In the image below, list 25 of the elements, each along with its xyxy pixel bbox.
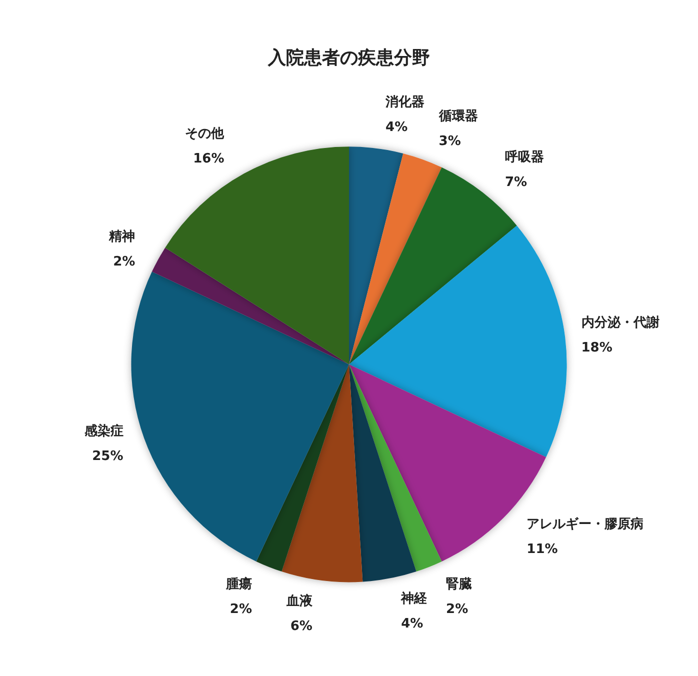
slice-label: 精神 [108,228,136,245]
slice-label: 腫瘍 [224,576,252,592]
data-label: 18% [581,340,612,356]
slice-label: 腎臓 [446,576,472,592]
slice-label: その他 [185,126,226,142]
slice-label: 血液 [285,593,314,610]
data-label: 4% [401,616,424,632]
data-label: 4% [386,120,408,135]
chart-title: 入院患者の疾患分野 [267,48,430,68]
slice-label: 消化器 [384,94,425,110]
data-label: 16% [193,152,224,167]
data-label: 7% [504,174,528,190]
data-label: 2% [113,254,136,270]
slice-label: 呼吸器 [504,148,544,165]
data-label: 11% [526,542,558,558]
data-label: 2% [446,602,468,617]
slice-label: 循環器 [438,108,478,124]
slice-label: アレルギー・膠原病 [526,516,644,532]
data-label: 3% [438,134,461,149]
slice-label: 神経 [400,590,428,606]
slice-label: 内分泌・代謝 [581,314,660,331]
data-label: 6% [290,619,312,634]
slice-label: 感染症 [83,422,124,439]
data-label: 2% [230,602,252,617]
data-label: 25% [92,448,124,464]
